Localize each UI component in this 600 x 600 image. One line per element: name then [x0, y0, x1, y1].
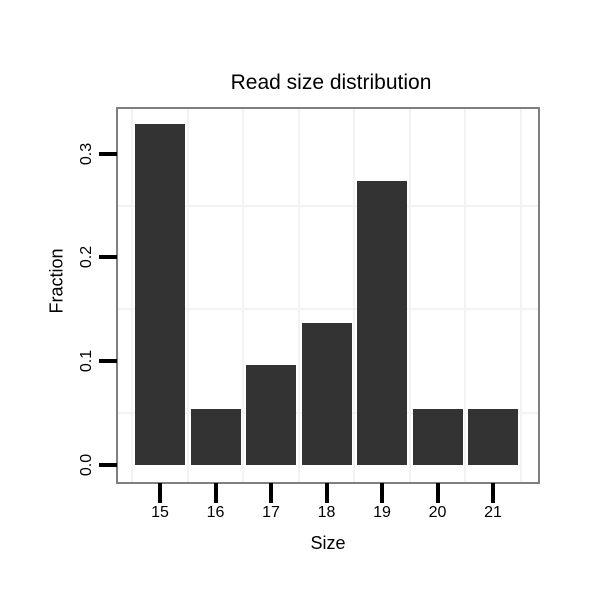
x-tick-label-18: 18 — [317, 504, 336, 521]
bar-17 — [246, 365, 296, 465]
bar-19 — [357, 180, 407, 465]
y-axis-tick — [99, 151, 117, 156]
x-axis-tick — [158, 483, 162, 503]
chart-title: Read size distribution — [230, 71, 432, 94]
gridline-horizontal — [118, 204, 538, 207]
x-tick-label-16: 16 — [206, 504, 225, 521]
gridline-vertical — [408, 109, 411, 482]
x-axis-tick — [269, 483, 273, 503]
gridline-vertical — [464, 109, 467, 482]
x-axis-tick — [213, 483, 218, 503]
gridline-vertical — [242, 109, 245, 482]
bar-20 — [412, 408, 463, 465]
gridline-vertical — [131, 109, 134, 482]
y-axis-tick — [99, 255, 117, 260]
gridline-vertical — [186, 109, 189, 482]
x-axis-tick — [324, 483, 329, 503]
gridline-vertical — [297, 109, 300, 482]
x-axis-tick — [380, 483, 384, 503]
y-axis-label: Fraction — [46, 248, 67, 314]
y-tick-label-0.3: 0.3 — [78, 142, 95, 165]
plot-panel-border — [116, 107, 540, 484]
y-tick-label-0.1: 0.1 — [78, 349, 95, 373]
bar-16 — [190, 408, 241, 465]
x-axis-label: Size — [310, 533, 346, 553]
x-tick-label-19: 19 — [373, 504, 391, 521]
x-axis-tick — [491, 483, 495, 503]
bar-15 — [135, 123, 185, 465]
y-tick-label-0.2: 0.2 — [78, 246, 95, 269]
x-tick-label-21: 21 — [484, 504, 502, 521]
gridline-vertical — [353, 109, 356, 482]
gridline-horizontal — [118, 308, 538, 311]
gridline-vertical — [519, 109, 522, 482]
y-axis-tick — [99, 462, 117, 467]
x-tick-label-15: 15 — [151, 504, 169, 521]
y-tick-label-0.0: 0.0 — [78, 453, 95, 476]
x-tick-label-20: 20 — [428, 504, 447, 521]
x-axis-tick — [435, 483, 440, 503]
y-axis-tick — [99, 358, 117, 363]
x-tick-label-17: 17 — [262, 504, 280, 521]
bar-18 — [301, 322, 352, 465]
bar-21 — [468, 408, 518, 465]
